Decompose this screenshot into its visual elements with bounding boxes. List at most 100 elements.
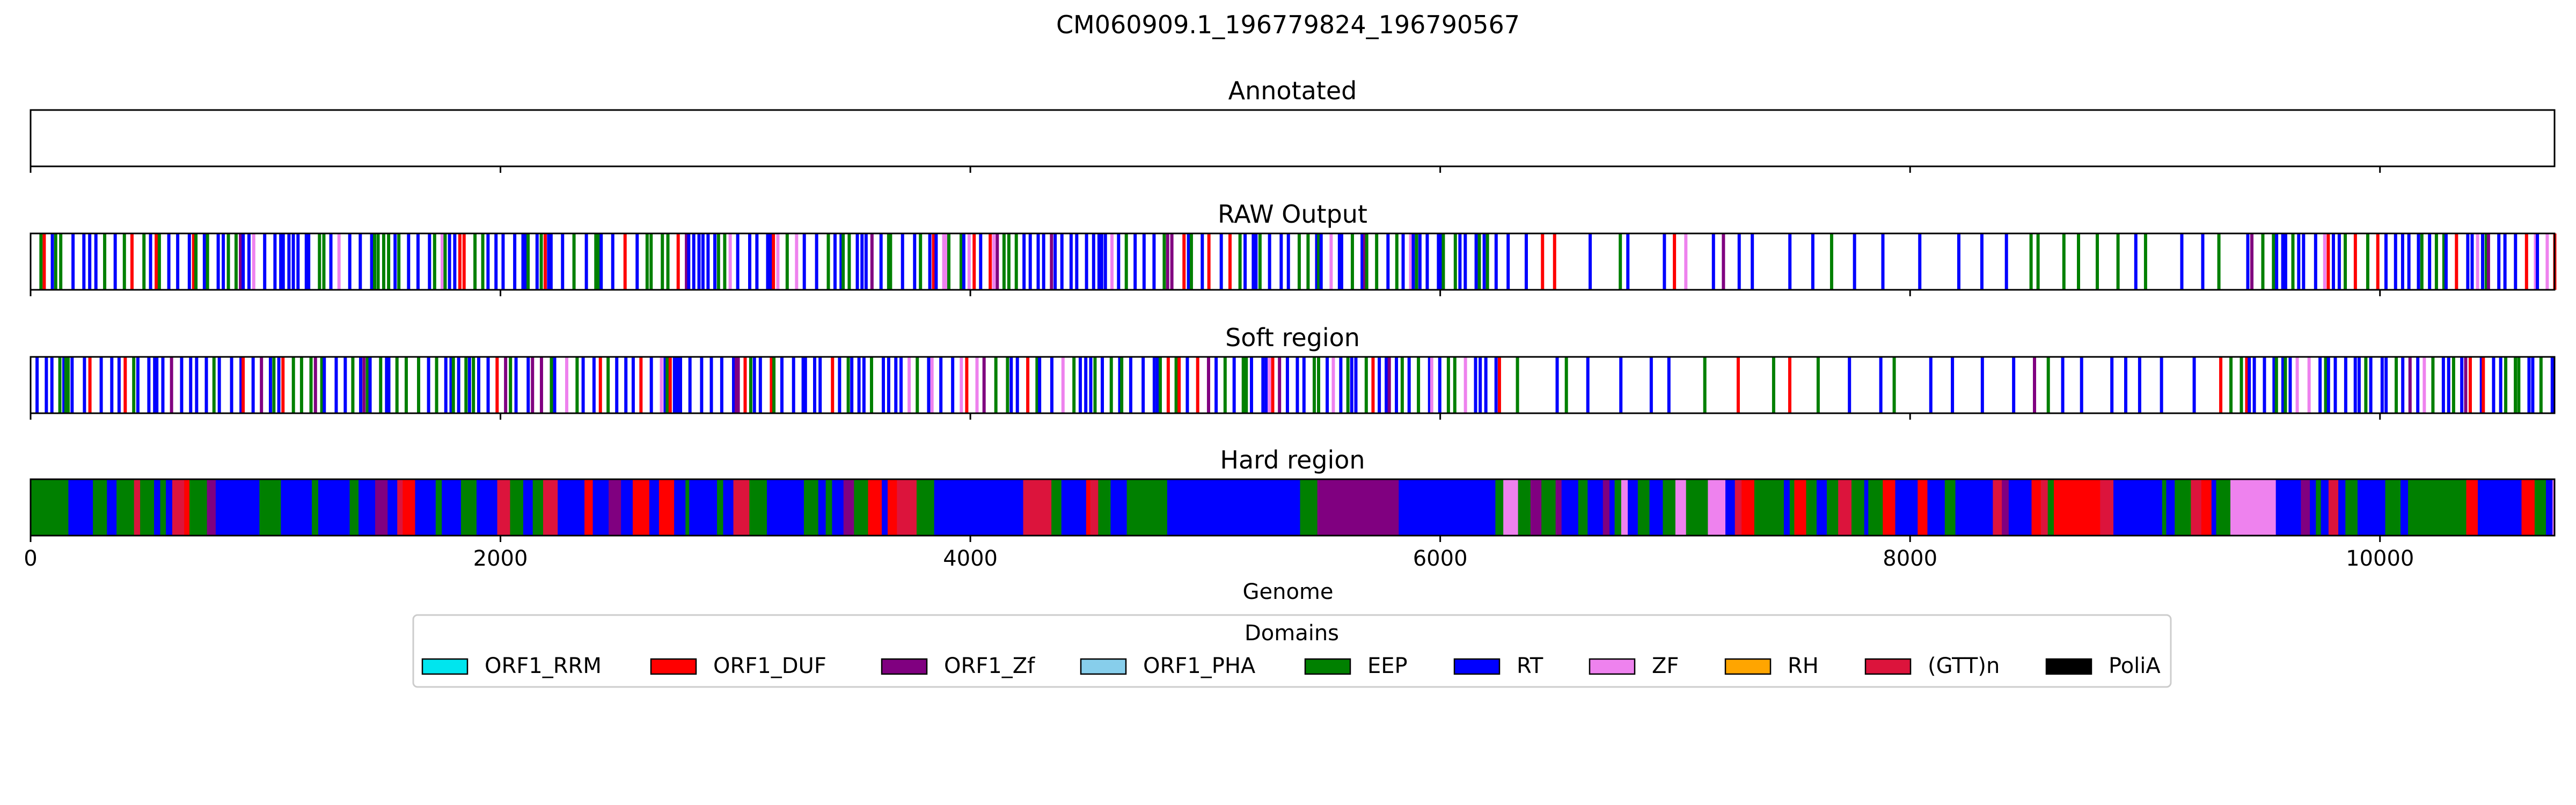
domain-segment [322,233,326,290]
domain-segment [609,479,621,536]
domain-segment [1789,479,1795,536]
domain-segment [2004,233,2008,290]
domain-segment [296,233,300,290]
domain-segment [1177,357,1181,413]
domain-segment [624,357,628,413]
domain-segment [97,479,102,536]
domain-segment [1326,357,1329,413]
domain-segment [1441,233,1445,290]
domain-segment [2012,357,2016,413]
domain-segment [901,233,904,290]
domain-segment [1811,233,1814,290]
domain-segment [1541,233,1545,290]
domain-segment [2384,357,2388,413]
domain-segment [1255,479,1300,536]
domain-segment [222,233,225,290]
domain-segment [473,233,477,290]
panel-title: Hard region [1220,445,1365,474]
domain-segment [2076,233,2080,290]
domain-segment [561,233,565,290]
domain-segment [1245,357,1248,413]
domain-segment [113,233,117,290]
domain-segment [2480,233,2484,290]
domain-segment [1395,233,1399,290]
domain-segment [87,479,93,536]
x-ticks: 0 2000 4000 6000 8000 10000 [24,536,2414,571]
domain-segment [1106,479,1111,536]
domain-segment [553,357,557,413]
domain-segment [281,233,285,290]
legend-label: ORF1_PHA [1143,654,1256,678]
domain-segment [960,357,963,413]
legend-items: ORF1_RRM ORF1_DUF ORF1_Zf ORF1_PHA EEP RT ZF RH… [421,654,2161,678]
domain-segment [387,357,391,413]
legend-label: ZF [1652,654,1679,678]
domain-segment [509,357,513,413]
domain-segment [281,357,285,413]
domain-segment [887,233,890,290]
domain-segment [897,479,912,536]
domain-segment [2353,233,2357,290]
domain-segment [1142,233,1146,290]
domain-segment [2364,357,2368,413]
domain-segment [606,357,610,413]
domain-segment [1441,479,1453,536]
domain-segment [1196,357,1199,413]
domain-segment [1166,233,1169,290]
domain-segment [1980,233,1984,290]
domain-segment [1211,479,1256,536]
domain-segment [748,233,752,290]
domain-segment [1751,233,1754,290]
domain-segment [415,479,429,536]
domain-segment [599,233,603,290]
domain-segment [2376,233,2380,290]
domain-segment [1430,357,1433,413]
domain-segment [660,357,663,413]
domain-segment [1279,233,1283,290]
domain-segment [382,233,385,290]
domain-segment [709,357,713,413]
domain-segment [428,479,433,536]
domain-segment [2175,479,2191,536]
domain-segment [458,233,462,290]
domain-segment [581,357,585,413]
domain-segment [142,233,146,290]
domain-segment [1735,479,1742,536]
domain-segment [1754,479,1770,536]
domain-segment [1207,233,1211,290]
domain-segment [132,357,136,413]
legend-item: RH [1724,654,1819,678]
domain-segment [772,233,775,290]
domain-segment [2407,233,2411,290]
domain-segment [916,479,935,536]
domain-segment [801,357,805,413]
domain-segment [1477,233,1481,290]
domain-segment [2047,479,2054,536]
domain-segment [854,479,868,536]
domain-segment [1503,479,1519,536]
domain-segment [1385,357,1388,413]
domain-segment [2162,479,2167,536]
domain-segment [2417,233,2420,290]
domain-segment [123,357,127,413]
domain-segment [1100,233,1103,290]
domain-segment [365,479,376,536]
legend-item: ZF [1589,654,1679,678]
domain-segment [370,233,374,290]
track-panels: Annotated RAW Output Soft region Hard regio… [24,76,2557,571]
domain-segment [611,233,614,290]
legend-label: EEP [1367,654,1408,678]
domain-segment [598,357,602,413]
domain-segment [1944,479,1951,536]
domain-segment [1614,479,1622,536]
domain-segment [864,233,868,290]
domain-segment [1015,479,1024,536]
domain-segment [678,357,682,413]
domain-segment [147,357,151,413]
domain-segment [2180,233,2184,290]
domain-segment [621,479,633,536]
domain-segment [83,357,86,413]
domain-segment [1126,479,1168,536]
domain-segment [1864,479,1869,536]
